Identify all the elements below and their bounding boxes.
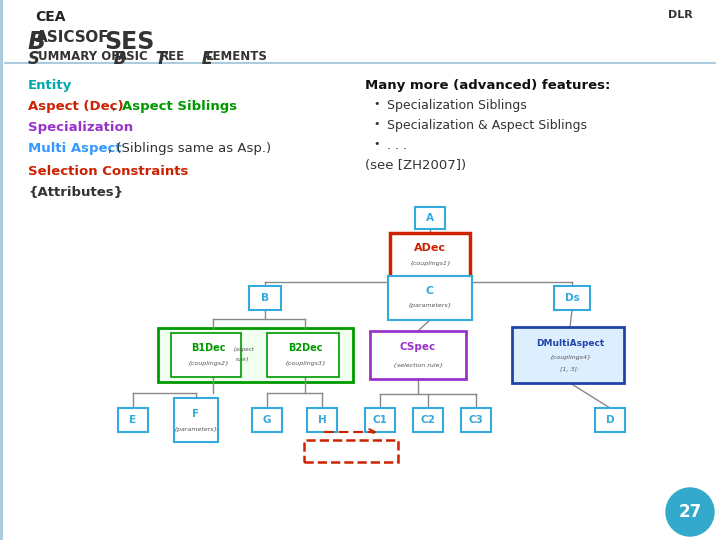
Bar bbox=[370, 331, 466, 379]
Text: ASICS: ASICS bbox=[36, 30, 86, 45]
Text: Ds: Ds bbox=[564, 293, 580, 303]
Text: Specialization & Aspect Siblings: Specialization & Aspect Siblings bbox=[387, 119, 587, 132]
Text: OF: OF bbox=[80, 30, 114, 45]
Text: [1, 3]:: [1, 3]: bbox=[560, 367, 580, 372]
Text: A: A bbox=[426, 213, 434, 223]
Bar bbox=[415, 207, 445, 229]
Text: E: E bbox=[130, 415, 137, 425]
Text: {Attributes}: {Attributes} bbox=[28, 186, 123, 199]
Text: B2Dec: B2Dec bbox=[288, 343, 323, 353]
Text: G: G bbox=[263, 415, 271, 425]
Text: F: F bbox=[192, 409, 199, 419]
Text: LEMENTS: LEMENTS bbox=[206, 50, 268, 63]
Text: CEA: CEA bbox=[35, 10, 66, 24]
Text: C2: C2 bbox=[420, 415, 436, 425]
Text: DLR: DLR bbox=[667, 10, 693, 20]
Text: ASIC: ASIC bbox=[118, 50, 149, 63]
Text: •: • bbox=[373, 139, 379, 149]
Text: (see [ZH2007]): (see [ZH2007]) bbox=[365, 159, 466, 172]
Text: C: C bbox=[426, 286, 434, 296]
Text: •: • bbox=[373, 119, 379, 129]
Bar bbox=[0, 0, 3, 540]
Text: {parameters}: {parameters} bbox=[174, 427, 218, 431]
Text: E: E bbox=[196, 50, 213, 68]
Text: S: S bbox=[28, 50, 40, 68]
Text: ADec: ADec bbox=[414, 243, 446, 253]
Text: B: B bbox=[261, 293, 269, 303]
Text: {aspect: {aspect bbox=[232, 348, 254, 353]
Text: C1: C1 bbox=[372, 415, 387, 425]
Bar bbox=[461, 408, 491, 432]
Text: SES: SES bbox=[104, 30, 154, 54]
Bar bbox=[365, 408, 395, 432]
Text: B: B bbox=[28, 30, 46, 54]
Bar bbox=[118, 408, 148, 432]
Bar bbox=[595, 408, 625, 432]
Text: Aspect (Dec): Aspect (Dec) bbox=[28, 100, 124, 113]
Bar bbox=[158, 328, 353, 382]
Bar bbox=[171, 333, 241, 377]
Text: •: • bbox=[373, 99, 379, 109]
Text: 27: 27 bbox=[678, 503, 701, 521]
Text: CSpec: CSpec bbox=[400, 342, 436, 352]
Text: {selection rule}: {selection rule} bbox=[392, 362, 444, 368]
Text: {couplings2}: {couplings2} bbox=[187, 361, 229, 366]
Bar bbox=[174, 398, 218, 442]
Text: Entity: Entity bbox=[28, 79, 72, 92]
Bar bbox=[388, 276, 472, 320]
Bar bbox=[390, 233, 470, 277]
Bar bbox=[307, 408, 337, 432]
Text: H: H bbox=[318, 415, 326, 425]
Text: Many more (advanced) features:: Many more (advanced) features: bbox=[365, 79, 611, 92]
Text: REE: REE bbox=[160, 50, 185, 63]
Text: T: T bbox=[150, 50, 167, 68]
Circle shape bbox=[666, 488, 714, 536]
Text: . . .: . . . bbox=[387, 139, 407, 152]
Text: Specialization: Specialization bbox=[28, 121, 133, 134]
Bar bbox=[304, 440, 398, 462]
Text: ,: , bbox=[112, 100, 120, 113]
Text: Multi Aspect: Multi Aspect bbox=[28, 142, 122, 155]
Text: , (Siblings same as Asp.): , (Siblings same as Asp.) bbox=[108, 142, 271, 155]
Text: Selection Constraints: Selection Constraints bbox=[28, 165, 189, 178]
Text: {couplings3}: {couplings3} bbox=[284, 361, 326, 366]
Text: UMMARY OF: UMMARY OF bbox=[38, 50, 120, 63]
Text: B1Dec: B1Dec bbox=[191, 343, 225, 353]
Text: {couplings4}: {couplings4} bbox=[549, 355, 591, 361]
Bar bbox=[267, 333, 339, 377]
Bar bbox=[554, 286, 590, 310]
Text: B: B bbox=[108, 50, 127, 68]
Text: {couplings1}: {couplings1} bbox=[409, 260, 451, 266]
Text: Aspect Siblings: Aspect Siblings bbox=[122, 100, 237, 113]
Bar bbox=[249, 286, 281, 310]
Text: C3: C3 bbox=[469, 415, 483, 425]
Bar bbox=[413, 408, 443, 432]
Text: {parameters}: {parameters} bbox=[408, 303, 452, 308]
Text: rule}: rule} bbox=[236, 356, 250, 361]
Bar bbox=[252, 408, 282, 432]
Text: D: D bbox=[606, 415, 614, 425]
Text: Specialization Siblings: Specialization Siblings bbox=[387, 99, 527, 112]
Text: DMultiAspect: DMultiAspect bbox=[536, 339, 604, 348]
Bar bbox=[512, 327, 624, 383]
